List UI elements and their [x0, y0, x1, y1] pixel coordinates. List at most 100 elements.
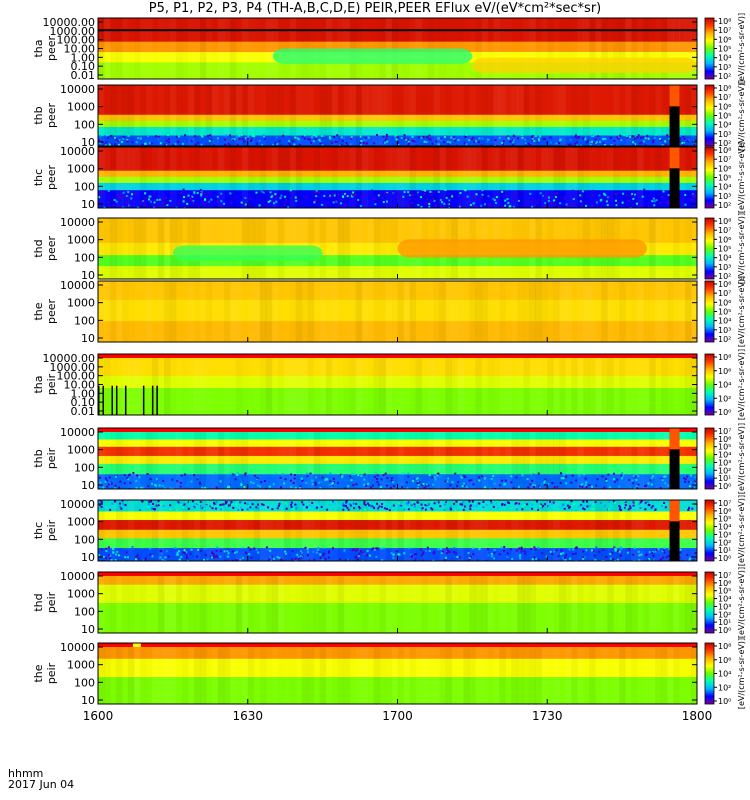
noise-pixel: [370, 504, 373, 507]
noise-pixel: [453, 502, 456, 505]
time-streak: [205, 85, 213, 146]
noise-pixel: [219, 508, 222, 511]
time-streak: [235, 500, 243, 561]
noise-pixel: [381, 559, 384, 561]
time-streak: [151, 354, 159, 415]
y-tick-label: 10000: [60, 570, 95, 583]
noise-pixel: [253, 135, 256, 138]
time-streak: [493, 18, 500, 79]
colorbar-tick-label: 10⁷: [718, 93, 731, 102]
noise-pixel: [635, 478, 638, 481]
noise-pixel: [204, 553, 207, 556]
noise-pixel: [299, 550, 302, 553]
time-streak: [661, 85, 668, 146]
noise-pixel: [688, 138, 691, 141]
noise-pixel: [315, 195, 318, 198]
noise-pixel: [663, 502, 666, 505]
time-streak: [661, 354, 668, 415]
noise-pixel: [621, 504, 624, 507]
noise-pixel: [472, 553, 475, 556]
noise-pixel: [125, 551, 128, 554]
time-streak: [631, 281, 638, 342]
time-streak: [199, 18, 207, 79]
noise-pixel: [446, 549, 449, 552]
time-streak: [685, 147, 692, 208]
noise-pixel: [290, 506, 293, 509]
time-streak: [403, 500, 411, 561]
noise-pixel: [463, 501, 466, 504]
noise-pixel: [321, 476, 324, 479]
noise-pixel: [609, 136, 612, 139]
noise-pixel: [207, 134, 210, 137]
colorbar-unit-label: [eV/(cm²-s-sr-eV)]: [737, 349, 746, 420]
colorbar-tick-label: 10⁵: [718, 245, 731, 254]
panel-tha-peer: 10000.001000.00100.0010.001.000.100.01th…: [32, 13, 746, 84]
noise-pixel: [140, 486, 143, 489]
noise-pixel: [397, 553, 400, 556]
time-streak: [517, 147, 524, 208]
noise-pixel: [290, 485, 293, 488]
time-streak: [199, 428, 207, 489]
noise-pixel: [98, 503, 101, 506]
noise-pixel: [529, 483, 532, 486]
noise-pixel: [272, 483, 275, 486]
time-streak: [116, 85, 123, 146]
time-streak: [134, 572, 141, 633]
time-streak: [176, 18, 183, 79]
time-streak: [122, 218, 129, 279]
noise-pixel: [248, 505, 251, 508]
noise-pixel: [571, 189, 574, 192]
noise-pixel: [655, 549, 658, 552]
time-streak: [547, 643, 554, 704]
noise-pixel: [398, 505, 401, 508]
time-streak: [601, 147, 608, 208]
noise-pixel: [329, 194, 332, 197]
noise-pixel: [375, 478, 378, 481]
time-streak: [158, 428, 165, 489]
time-streak: [463, 643, 470, 704]
time-streak: [637, 500, 644, 561]
noise-pixel: [302, 503, 305, 506]
noise-pixel: [362, 551, 365, 554]
panel-species-label: peir: [45, 447, 58, 469]
noise-pixel: [554, 196, 557, 199]
noise-pixel: [418, 481, 421, 484]
noise-pixel: [563, 556, 566, 559]
time-streak: [565, 281, 572, 342]
noise-pixel: [632, 504, 635, 507]
noise-pixel: [158, 484, 161, 487]
noise-pixel: [651, 475, 654, 478]
noise-pixel: [460, 476, 463, 479]
time-streak: [427, 643, 434, 704]
noise-pixel: [471, 138, 474, 141]
time-streak: [655, 428, 662, 489]
noise-pixel: [472, 547, 475, 550]
time-streak: [254, 572, 261, 633]
noise-pixel: [419, 508, 422, 511]
time-streak: [421, 643, 429, 704]
panel-plot-area: [98, 85, 697, 146]
noise-pixel: [437, 475, 440, 478]
noise-pixel: [539, 135, 542, 138]
noise-pixel: [628, 136, 631, 139]
noise-pixel: [367, 136, 370, 139]
noise-pixel: [384, 139, 387, 142]
y-tick-label: 100.00: [57, 370, 96, 383]
noise-pixel: [155, 477, 158, 480]
time-streak: [541, 281, 548, 342]
noise-pixel: [109, 482, 112, 485]
noise-pixel: [298, 486, 301, 489]
noise-pixel: [237, 473, 240, 476]
spectrogram-band: [98, 519, 697, 530]
noise-pixel: [407, 144, 410, 146]
noise-pixel: [469, 508, 472, 511]
time-streak: [212, 18, 219, 79]
noise-pixel: [618, 508, 621, 511]
noise-pixel: [682, 135, 685, 138]
noise-pixel: [208, 139, 211, 142]
time-streak: [547, 572, 554, 633]
noise-pixel: [417, 508, 420, 511]
colorbar-tick-label: 10⁴: [718, 183, 731, 192]
time-streak: [505, 147, 512, 208]
noise-pixel: [592, 502, 595, 505]
